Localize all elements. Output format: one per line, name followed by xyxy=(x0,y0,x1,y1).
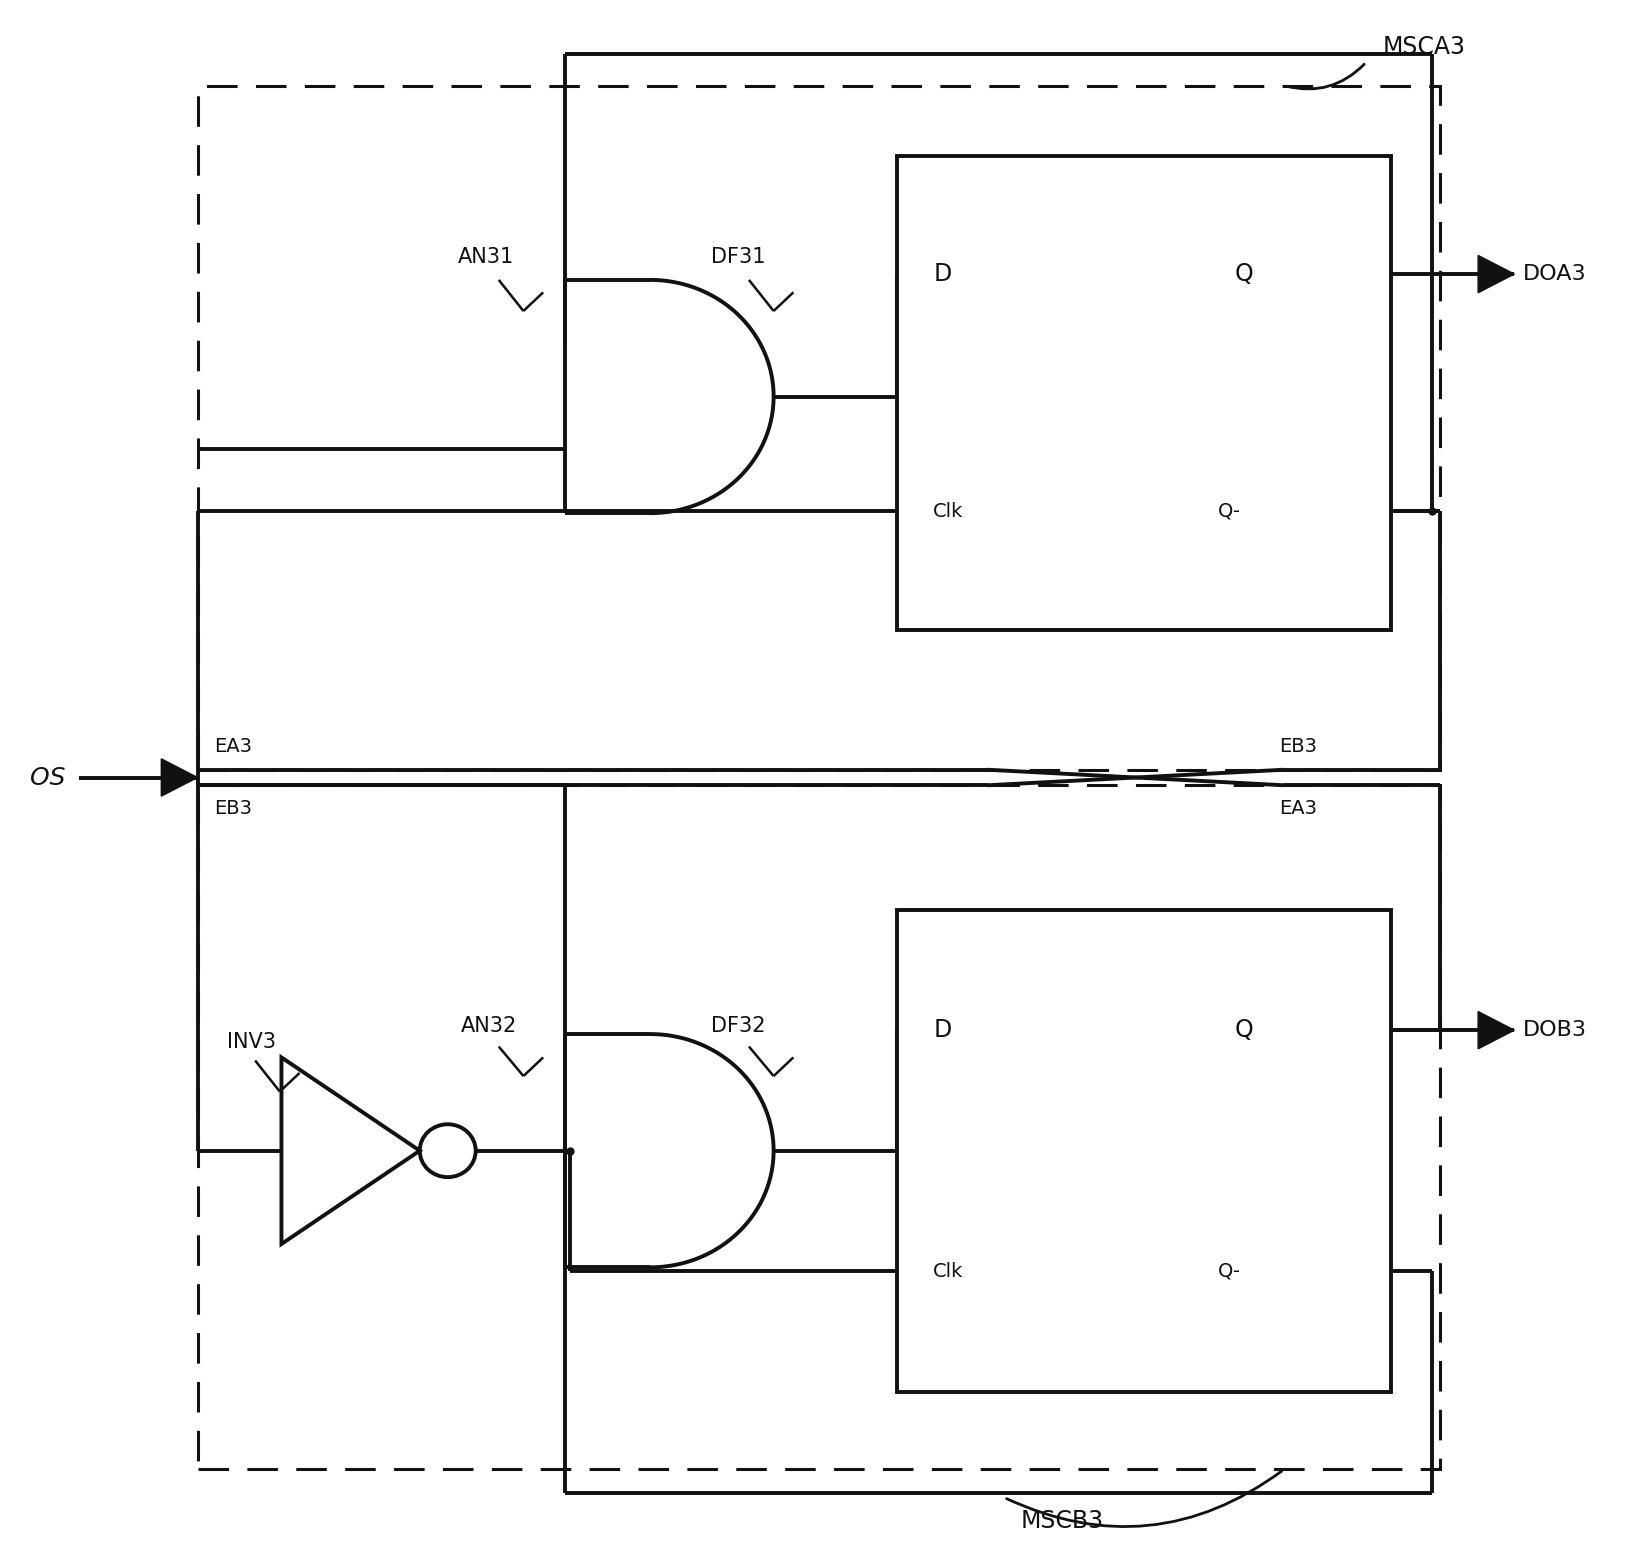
Text: Q-: Q- xyxy=(1218,1261,1241,1281)
Bar xyxy=(198,785,1440,1469)
Text: Clk: Clk xyxy=(933,1261,963,1281)
Text: DF32: DF32 xyxy=(711,1017,765,1036)
Polygon shape xyxy=(1478,255,1514,292)
Text: EB3: EB3 xyxy=(214,799,252,818)
Bar xyxy=(198,86,1440,770)
Text: Q: Q xyxy=(1234,263,1253,286)
Bar xyxy=(897,156,1391,630)
Text: OS: OS xyxy=(30,765,66,790)
Text: DOA3: DOA3 xyxy=(1523,264,1587,285)
Text: MSCB3: MSCB3 xyxy=(1021,1508,1104,1533)
Polygon shape xyxy=(1478,1012,1514,1050)
Text: MSCA3: MSCA3 xyxy=(1383,34,1465,59)
Polygon shape xyxy=(161,759,198,796)
Text: DF31: DF31 xyxy=(711,247,765,266)
Text: AN31: AN31 xyxy=(458,247,514,266)
Text: EB3: EB3 xyxy=(1279,737,1317,756)
Text: D: D xyxy=(933,1019,951,1042)
Text: INV3: INV3 xyxy=(227,1033,277,1051)
Text: Q: Q xyxy=(1234,1019,1253,1042)
Text: EA3: EA3 xyxy=(1279,799,1317,818)
Text: Clk: Clk xyxy=(933,502,963,521)
Text: EA3: EA3 xyxy=(214,737,252,756)
Bar xyxy=(897,910,1391,1392)
Text: D: D xyxy=(933,263,951,286)
Text: Q-: Q- xyxy=(1218,502,1241,521)
Text: AN32: AN32 xyxy=(461,1017,517,1036)
Text: DOB3: DOB3 xyxy=(1523,1020,1587,1040)
